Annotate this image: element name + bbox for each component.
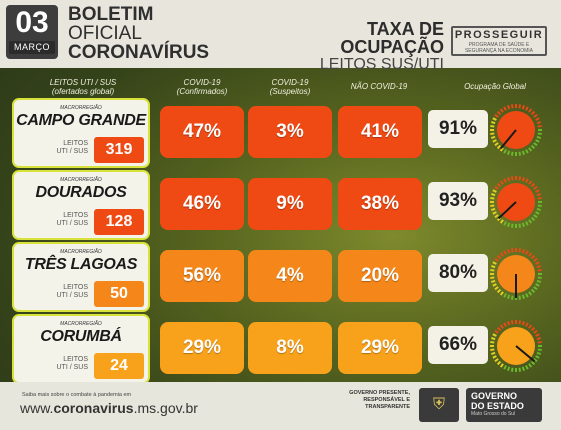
beds-count: 50 — [94, 281, 144, 307]
nao-covid-cell: 20% — [338, 250, 422, 302]
region-card: MACRORREGIÃO CAMPO GRANDE LEITOS UTI / SUS… — [12, 98, 150, 168]
region-row: MACRORREGIÃO CORUMBÁ LEITOS UTI / SUS 24 29%… — [12, 314, 552, 384]
gauge-needle — [497, 201, 517, 220]
col-header-suspeitos: COVID-19 (Suspeitos) — [248, 78, 332, 96]
beds-count: 319 — [94, 137, 144, 163]
col-header-ocupacao: Ocupação Global — [464, 82, 526, 91]
occupancy-gauge-icon — [490, 104, 542, 156]
prosseguir-logo: PROSSEGUIR PROGRAMA DE SAÚDE E SEGURANÇA… — [451, 26, 547, 56]
footer-bar: Saiba mais sobre o combate à pandemia em… — [0, 382, 561, 430]
nao-covid-cell: 29% — [338, 322, 422, 374]
date-day: 03 — [15, 6, 49, 39]
region-row: MACRORREGIÃO DOURADOS LEITOS UTI / SUS 128 4… — [12, 170, 552, 240]
nao-covid-cell: 41% — [338, 106, 422, 158]
col-header-confirmados-label: COVID-19 — [183, 78, 221, 87]
occupancy-gauge-icon — [490, 320, 542, 372]
col-header-suspeitos-label: COVID-19 — [271, 78, 309, 87]
global-occupancy-value: 80% — [428, 254, 488, 292]
col-header-confirmados: COVID-19 (Confirmados) — [160, 78, 244, 96]
col-header-suspeitos-sub: (Suspeitos) — [269, 87, 311, 96]
col-header-leitos-label: LEITOS UTI / SUS — [49, 78, 117, 87]
region-name: DOURADOS — [35, 184, 127, 201]
suspeitos-cell: 9% — [248, 178, 332, 230]
occupancy-title: TAXA DE OCUPAÇÃO LEITOS SUS/UTI — [260, 20, 444, 73]
region-name: CORUMBÁ — [40, 328, 122, 345]
date-badge: 03 MARÇO — [6, 5, 58, 59]
region-name: TRÊS LAGOAS — [24, 256, 138, 273]
date-month: MARÇO — [9, 41, 55, 54]
region-card: MACRORREGIÃO CORUMBÁ LEITOS UTI / SUS 24 — [12, 314, 150, 384]
col-header-leitos: LEITOS UTI / SUS (ofertados global) — [14, 78, 152, 96]
region-card: MACRORREGIÃO DOURADOS LEITOS UTI / SUS 128 — [12, 170, 150, 240]
beds-label: LEITOS UTI / SUS — [56, 356, 88, 371]
occupancy-gauge-icon — [490, 176, 542, 228]
bulletin-line-1: BOLETIM — [68, 4, 154, 25]
beds-label: LEITOS UTI / SUS — [56, 140, 88, 155]
bulletin-line-3: CORONAVÍRUS — [68, 42, 210, 63]
gauge-needle — [499, 129, 517, 150]
beds-label: LEITOS UTI / SUS — [56, 212, 88, 227]
gov-logo-line-3: Mato Grosso do Sul — [471, 411, 516, 417]
macro-label: MACRORREGIÃO — [60, 321, 102, 327]
confirmados-cell: 47% — [160, 106, 244, 158]
occupancy-gauge-icon — [490, 248, 542, 300]
global-occupancy-value: 66% — [428, 326, 488, 364]
region-name: CAMPO GRANDE — [16, 112, 146, 129]
footer-url-bold: coronavirus — [53, 400, 134, 416]
macro-label: MACRORREGIÃO — [60, 177, 102, 183]
header-bar: 03 MARÇO BOLETIM OFICIAL CORONAVÍRUS TAX… — [0, 0, 561, 73]
beds-label: LEITOS UTI / SUS — [56, 284, 88, 299]
coat-of-arms-icon: ⛨ — [419, 388, 459, 422]
footer-url-suffix: .ms.gov.br — [133, 400, 198, 416]
col-header-leitos-sub: (ofertados global) — [51, 87, 115, 96]
gauge-needle — [515, 345, 536, 363]
footer-url[interactable]: www.coronavirus.ms.gov.br — [20, 400, 198, 416]
footer-info: Saiba mais sobre o combate à pandemia em — [22, 392, 132, 398]
beds-count: 24 — [94, 353, 144, 379]
region-row: MACRORREGIÃO TRÊS LAGOAS LEITOS UTI / SUS 5… — [12, 242, 552, 312]
bulletin-line-2: OFICIAL — [68, 23, 142, 44]
occupancy-title-main: TAXA DE OCUPAÇÃO — [340, 19, 444, 57]
prosseguir-logo-name: PROSSEGUIR — [454, 29, 544, 41]
gov-logo-line-1: GOVERNO — [471, 391, 518, 401]
occupancy-title-sub: LEITOS SUS/UTI — [319, 56, 444, 73]
nao-covid-cell: 38% — [338, 178, 422, 230]
footer-url-prefix: www. — [20, 400, 54, 416]
bulletin-title: BOLETIM OFICIAL CORONAVÍRUS — [68, 5, 209, 62]
prosseguir-logo-sub: PROGRAMA DE SAÚDE E SEGURANÇA NA ECONOMI… — [464, 42, 534, 54]
macro-label: MACRORREGIÃO — [60, 249, 102, 255]
confirmados-cell: 46% — [160, 178, 244, 230]
global-occupancy-value: 93% — [428, 182, 488, 220]
col-header-nao-covid: NÃO COVID-19 — [350, 82, 408, 91]
gov-logo-line-2: DO ESTADO — [471, 401, 524, 411]
suspeitos-cell: 3% — [248, 106, 332, 158]
suspeitos-cell: 8% — [248, 322, 332, 374]
global-occupancy-value: 91% — [428, 110, 488, 148]
confirmados-cell: 29% — [160, 322, 244, 374]
macro-label: MACRORREGIÃO — [60, 105, 102, 111]
suspeitos-cell: 4% — [248, 250, 332, 302]
beds-count: 128 — [94, 209, 144, 235]
confirmados-cell: 56% — [160, 250, 244, 302]
gov-slogan: GOVERNO PRESENTE, RESPONSÁVEL E TRANSPAR… — [349, 390, 410, 410]
col-header-confirmados-sub: (Confirmados) — [176, 87, 228, 96]
region-card: MACRORREGIÃO TRÊS LAGOAS LEITOS UTI / SUS 5… — [12, 242, 150, 312]
region-row: MACRORREGIÃO CAMPO GRANDE LEITOS UTI / SUS… — [12, 98, 552, 168]
gov-logo: GOVERNO DO ESTADO Mato Grosso do Sul — [466, 388, 542, 422]
